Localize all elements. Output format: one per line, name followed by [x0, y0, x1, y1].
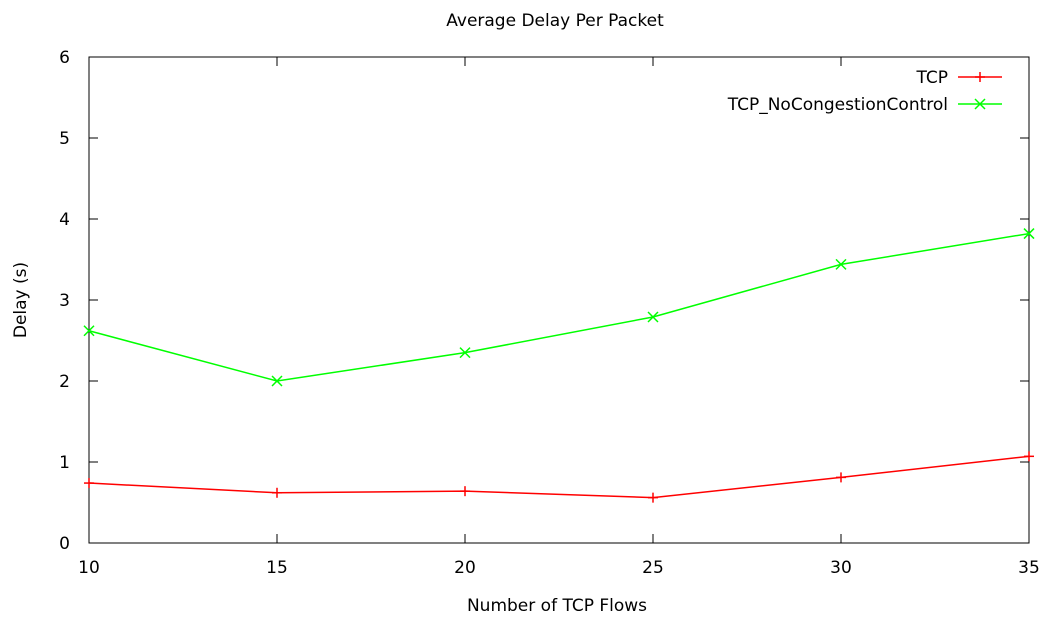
series-line-tcp: [88, 455, 1030, 499]
data-point-tcp: [836, 472, 846, 483]
x-axis: 10 15 20 25 30 35: [78, 57, 1040, 578]
y-tick-label: 4: [59, 210, 70, 230]
data-point-tcp-no-congestion-control: [271, 375, 283, 387]
data-point-tcp: [272, 487, 282, 498]
chart-title: Average Delay Per Packet: [446, 11, 664, 31]
x-tick-label: 30: [830, 558, 852, 578]
legend-marker-tcp-no-congestion-control: [974, 98, 986, 110]
data-point-tcp: [84, 478, 94, 489]
data-point-tcp: [648, 492, 658, 503]
x-tick-label: 15: [266, 558, 288, 578]
y-tick-label: 3: [59, 291, 70, 311]
series-layer: [83, 228, 1035, 503]
y-tick-label: 6: [59, 48, 70, 68]
y-tick-label: 1: [59, 453, 70, 473]
y-tick-label: 5: [59, 129, 70, 149]
data-point-tcp-no-congestion-control: [83, 325, 95, 337]
data-point-tcp: [460, 486, 470, 497]
x-tick-label: 25: [642, 558, 664, 578]
legend-label-tcp-no-congestion-control: TCP_NoCongestionControl: [727, 95, 948, 115]
y-tick-label: 0: [59, 534, 70, 554]
x-tick-label: 35: [1018, 558, 1040, 578]
legend: TCP TCP_NoCongestionControl: [727, 68, 1002, 115]
x-axis-label: Number of TCP Flows: [467, 596, 647, 616]
data-point-tcp-no-congestion-control: [459, 347, 471, 359]
data-point-tcp-no-congestion-control: [1023, 228, 1035, 240]
data-point-tcp: [1024, 451, 1034, 462]
plot-frame: [88, 56, 1030, 544]
series-line-tcp-no-congestion-control: [88, 232, 1030, 382]
legend-label-tcp: TCP: [915, 68, 948, 88]
y-tick-label: 2: [59, 372, 70, 392]
legend-marker-tcp: [975, 72, 985, 82]
data-point-tcp-no-congestion-control: [835, 258, 847, 270]
y-axis: 0 1 2 3 4 5 6: [59, 48, 1029, 554]
x-tick-label: 20: [454, 558, 476, 578]
data-point-tcp-no-congestion-control: [647, 311, 659, 323]
y-axis-label: Delay (s): [11, 262, 31, 338]
x-tick-label: 10: [78, 558, 100, 578]
